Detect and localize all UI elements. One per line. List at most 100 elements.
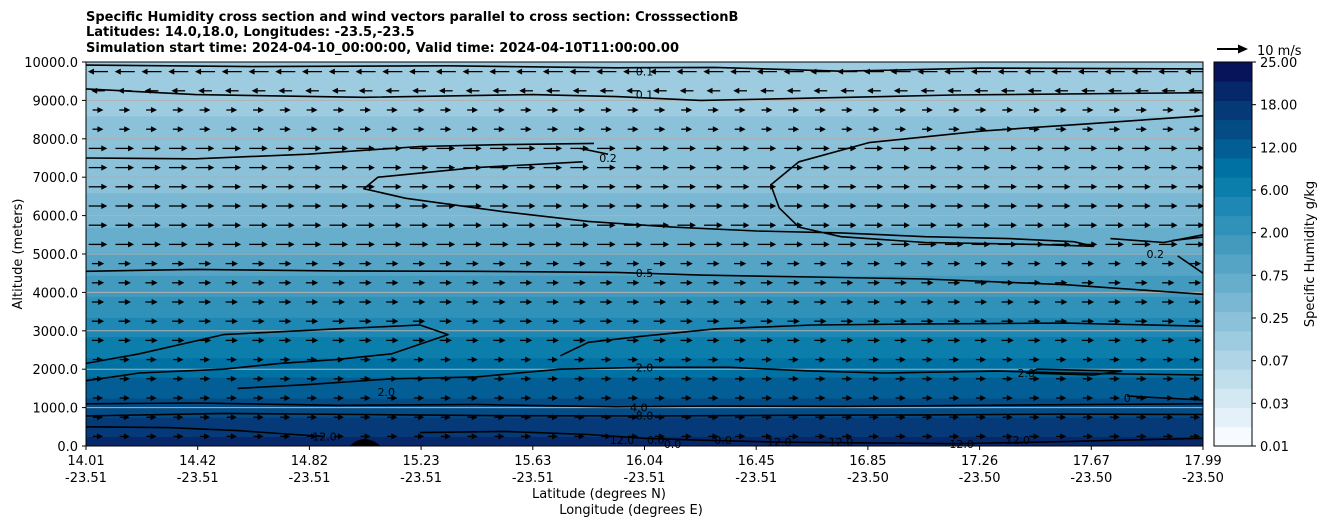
wind-vector (1135, 318, 1148, 325)
wind-vector (895, 375, 906, 382)
colorbar-bands (1214, 62, 1252, 447)
wind-vector (141, 68, 162, 75)
wind-vector (118, 337, 131, 344)
wind-vector (841, 279, 854, 286)
colorbar-band (1214, 292, 1252, 313)
wind-vector (653, 260, 667, 267)
horizontal-gridlines (86, 99, 1203, 409)
wind-vector (760, 87, 774, 94)
wind-vector (195, 203, 215, 209)
colorbar-ticks: 0.01 0.03 0.07 0.25 0.75 2.00 6.00 12.00 18.00 25… (1252, 56, 1297, 455)
wind-vector (708, 414, 719, 421)
wind-vector (302, 183, 322, 190)
wind-vector (146, 107, 157, 113)
wind-vector (1078, 164, 1098, 171)
wind-vector (546, 279, 560, 286)
wind-vector (1002, 356, 1013, 363)
wind-vector (383, 222, 402, 229)
wind-vector (142, 183, 161, 190)
wind-vector (466, 318, 479, 325)
colorbar-label: Specific Humidity g/kg (1303, 181, 1318, 327)
wind-vector (547, 107, 559, 113)
wind-vector (811, 164, 830, 171)
wind-vector (704, 183, 723, 190)
wind-vector (519, 279, 533, 286)
wind-vector (597, 241, 616, 248)
wind-vector (842, 356, 853, 363)
wind-vector (412, 337, 426, 344)
wind-vector (249, 164, 268, 171)
wind-vector (677, 145, 696, 152)
wind-vector (867, 260, 881, 267)
wind-vector (760, 318, 774, 325)
wind-vector (735, 395, 746, 401)
y-tick-label: 0.0 (57, 440, 78, 455)
quiver-key: 10 m/s (1217, 44, 1302, 59)
wind-vector (462, 68, 483, 75)
wind-vector (811, 183, 830, 190)
wind-vector (1109, 414, 1120, 421)
wind-vector (761, 356, 773, 363)
wind-vector (1185, 145, 1203, 152)
wind-vector (118, 279, 131, 286)
wind-vector (837, 222, 857, 229)
colorbar-band (1214, 350, 1252, 370)
contour-label: 0.0 (647, 434, 665, 447)
wind-vector (386, 260, 399, 267)
wind-vector (1131, 68, 1152, 75)
wind-vector (114, 68, 135, 75)
wind-vector (570, 222, 589, 229)
wind-vector (787, 279, 800, 286)
wind-vector (708, 395, 719, 401)
wind-vector (173, 414, 184, 421)
wind-vector (439, 337, 452, 344)
wind-vector (439, 318, 452, 325)
wind-vector (1188, 318, 1202, 325)
wind-vector (252, 318, 265, 325)
wind-vector (412, 318, 426, 325)
wind-vector (735, 414, 746, 421)
wind-vector (279, 299, 292, 305)
wind-vector (948, 126, 960, 133)
colorbar-band (1214, 388, 1252, 409)
wind-vector (891, 222, 910, 229)
humidity-contour-lines (86, 64, 1203, 445)
plot-area: 0.10.10.20.20.52.0 2.02.0 04.08.012.0 12.0 1… (85, 61, 1204, 451)
wind-vector (784, 164, 803, 171)
wind-vector (1105, 222, 1125, 229)
wind-vector (944, 241, 964, 248)
wind-vector (543, 183, 563, 190)
wind-vector (168, 183, 188, 190)
wind-vector (302, 222, 322, 229)
wind-vector (118, 299, 131, 305)
wind-vector (974, 318, 988, 325)
wind-vector (168, 68, 189, 75)
wind-vector (681, 395, 692, 401)
wind-vector (757, 203, 777, 209)
wind-vector (653, 318, 667, 325)
wind-vector (653, 337, 667, 344)
wind-vector (1189, 356, 1201, 363)
wind-vector (626, 318, 640, 325)
wind-vector (92, 126, 104, 133)
wind-vector (466, 299, 479, 305)
wind-vector (730, 183, 750, 190)
wind-vector (1078, 241, 1098, 248)
wind-vector (760, 260, 774, 267)
wind-vector (788, 375, 799, 382)
wind-vector (815, 375, 826, 382)
wind-vector (948, 337, 961, 344)
wind-vector (1108, 279, 1121, 286)
wind-vector (975, 433, 987, 440)
wind-vector (949, 356, 960, 363)
wind-vector (409, 222, 429, 229)
wind-vector (704, 222, 723, 229)
wind-vector (1056, 414, 1067, 421)
wind-vector (386, 337, 399, 344)
colorbar-band (1214, 330, 1252, 351)
wind-vector (623, 241, 643, 248)
wind-vector (733, 279, 747, 286)
wind-vector (119, 433, 130, 440)
wind-vector (359, 318, 372, 325)
wind-vector (275, 222, 295, 229)
